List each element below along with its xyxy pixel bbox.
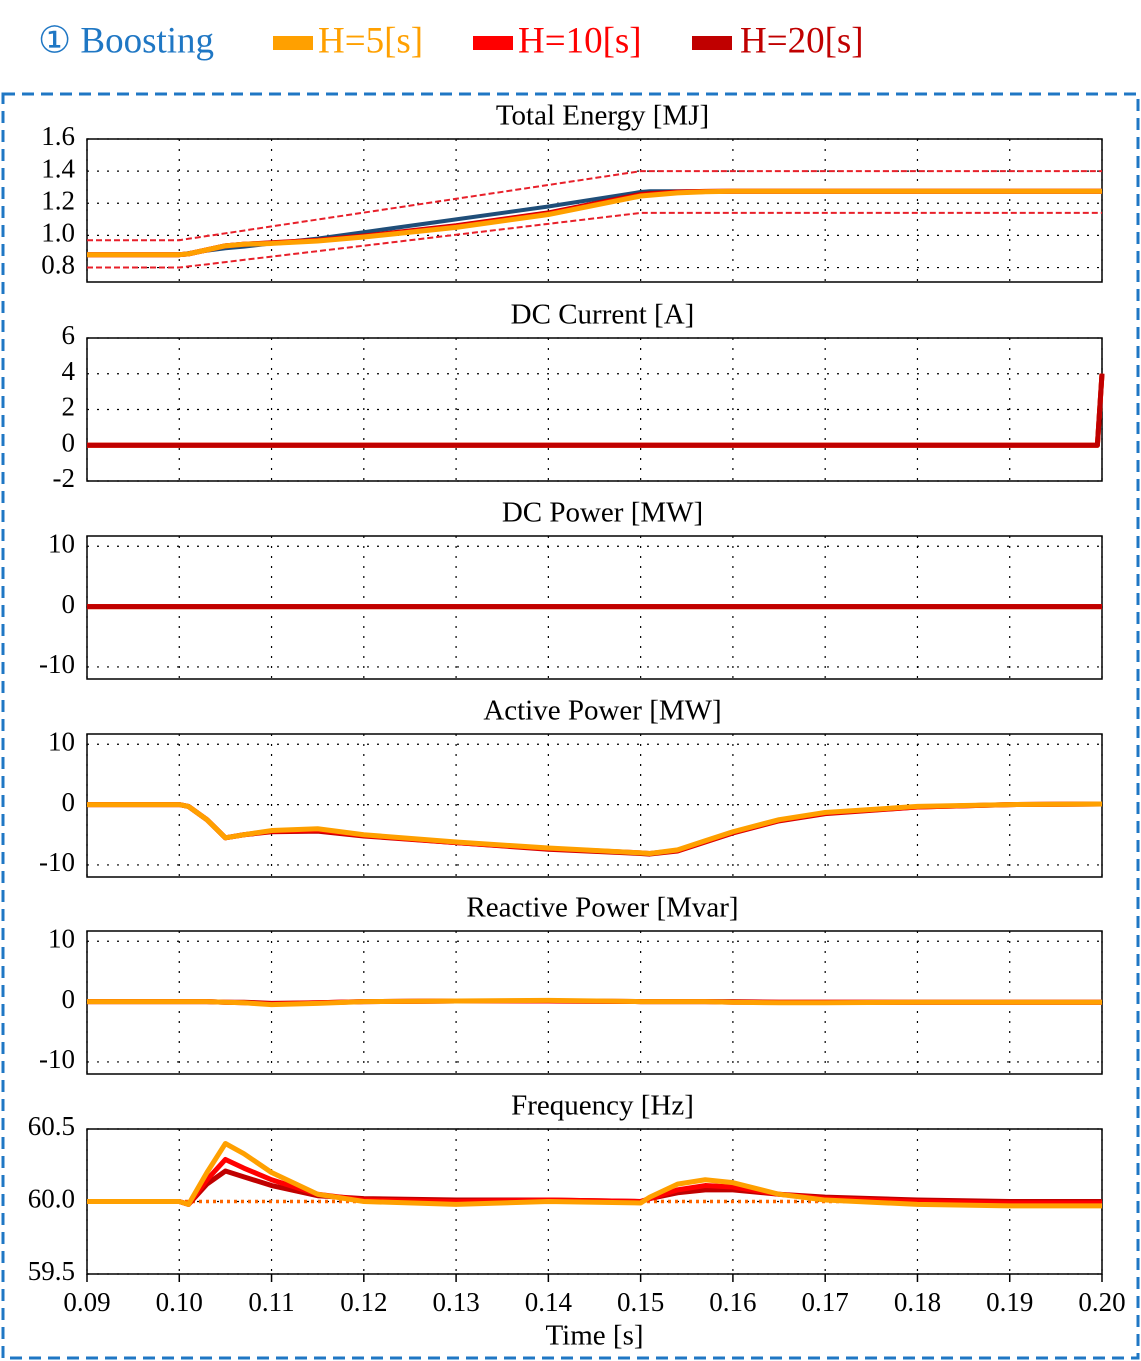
limit-line — [87, 170, 1102, 242]
y-tick-label: 1.0 — [41, 218, 75, 248]
x-tick-label: 0.09 — [63, 1287, 110, 1317]
y-tick-label: 0 — [62, 589, 76, 619]
panel-title: DC Power [MW] — [502, 497, 703, 529]
x-tick-label: 0.16 — [709, 1287, 756, 1317]
y-tick-label: 10 — [48, 528, 75, 558]
legend-label: H=20[s] — [740, 20, 864, 61]
series-line — [87, 801, 1103, 856]
y-tick-label: 0 — [62, 787, 76, 817]
panel-title: Active Power [MW] — [483, 695, 721, 727]
legend-label: H=5[s] — [318, 20, 423, 61]
panel-title: Total Energy [MJ] — [496, 100, 709, 132]
x-tick-label: 0.10 — [156, 1287, 203, 1317]
y-tick-label: 1.2 — [41, 185, 75, 215]
panel-title: DC Current [A] — [511, 299, 695, 331]
x-tick-label: 0.19 — [986, 1287, 1033, 1317]
series-line — [87, 1141, 1102, 1209]
panel-title: Frequency [Hz] — [511, 1090, 694, 1122]
x-tick-label: 0.17 — [802, 1287, 849, 1317]
legend-swatch — [692, 36, 732, 50]
x-tick-label: 0.15 — [617, 1287, 664, 1317]
legend-label: H=10[s] — [518, 20, 642, 61]
y-tick-label: 59.5 — [28, 1256, 75, 1286]
group-border — [1, 92, 1140, 1360]
y-tick-label: 2 — [62, 392, 76, 422]
legend-title: ① Boosting — [38, 20, 214, 61]
x-tick-label: 0.20 — [1078, 1287, 1125, 1317]
y-tick-label: 1.4 — [41, 153, 75, 183]
y-tick-label: 60.0 — [28, 1184, 75, 1214]
y-tick-label: 60.5 — [28, 1111, 75, 1141]
x-tick-label: 0.11 — [248, 1287, 294, 1317]
x-tick-label: 0.18 — [894, 1287, 941, 1317]
plot-area — [86, 337, 1103, 482]
y-tick-label: 6 — [62, 320, 76, 350]
limit-line — [87, 211, 1102, 269]
series-line — [87, 997, 1102, 1008]
y-tick-label: -10 — [39, 1044, 75, 1074]
x-tick-label: 0.12 — [340, 1287, 387, 1317]
y-tick-label: 0 — [62, 984, 76, 1014]
legend-swatch — [273, 36, 313, 50]
y-tick-label: 1.6 — [41, 121, 75, 151]
x-axis-label: Time [s] — [545, 1320, 643, 1352]
y-tick-label: 4 — [62, 356, 76, 386]
y-tick-label: 0 — [62, 427, 76, 457]
y-tick-label: -10 — [39, 847, 75, 877]
y-tick-label: 10 — [48, 923, 75, 953]
series-line — [87, 188, 1102, 258]
plot-area — [86, 138, 1103, 283]
x-tick-label: 0.13 — [432, 1287, 479, 1317]
x-tick-label: 0.14 — [525, 1287, 573, 1317]
y-tick-label: -2 — [53, 463, 76, 493]
y-tick-label: -10 — [39, 649, 75, 679]
legend-swatch — [473, 36, 513, 50]
y-tick-label: 0.8 — [41, 250, 75, 280]
series-line — [87, 373, 1105, 448]
y-tick-label: 10 — [48, 726, 75, 756]
panel-title: Reactive Power [Mvar] — [466, 892, 738, 924]
